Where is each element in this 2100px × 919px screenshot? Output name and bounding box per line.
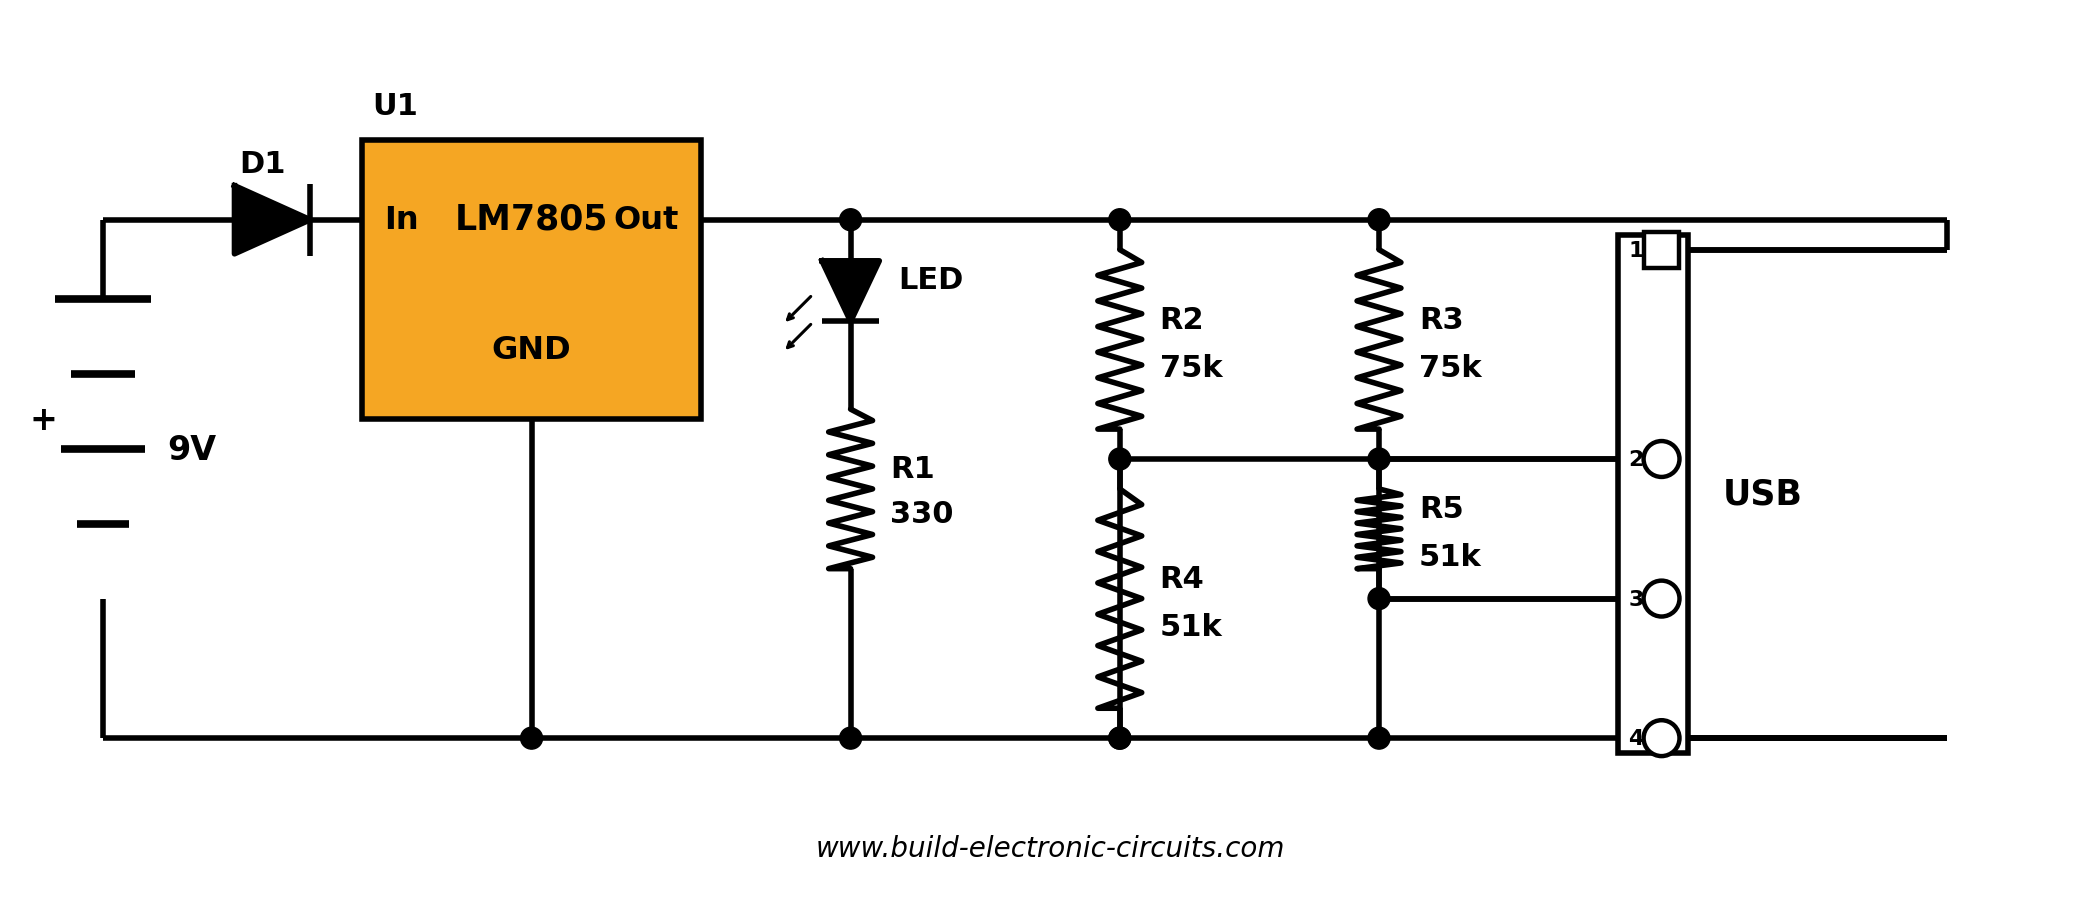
Text: +: + xyxy=(29,403,57,437)
Text: 3: 3 xyxy=(1628,589,1644,609)
Circle shape xyxy=(1367,210,1390,232)
Bar xyxy=(1644,233,1680,268)
Text: R1: R1 xyxy=(890,455,934,484)
Text: U1: U1 xyxy=(372,92,418,121)
Text: In: In xyxy=(384,205,418,236)
Circle shape xyxy=(840,728,861,749)
Bar xyxy=(1619,235,1688,754)
Text: D1: D1 xyxy=(239,150,286,178)
Polygon shape xyxy=(235,187,311,255)
Circle shape xyxy=(1367,728,1390,749)
Text: USB: USB xyxy=(1722,477,1804,511)
Bar xyxy=(361,141,701,420)
Text: Out: Out xyxy=(613,205,678,236)
Text: 51k: 51k xyxy=(1420,542,1483,572)
Text: 9V: 9V xyxy=(168,433,216,466)
Text: 4: 4 xyxy=(1628,729,1644,748)
Text: 2: 2 xyxy=(1628,449,1644,470)
Text: 51k: 51k xyxy=(1159,612,1222,641)
Text: LM7805: LM7805 xyxy=(456,202,609,236)
Circle shape xyxy=(1367,588,1390,610)
Circle shape xyxy=(521,728,542,749)
Circle shape xyxy=(1644,441,1680,478)
Text: 1: 1 xyxy=(1628,241,1644,260)
Text: R5: R5 xyxy=(1420,494,1464,524)
Circle shape xyxy=(1644,720,1680,756)
Circle shape xyxy=(1109,210,1130,232)
Text: R2: R2 xyxy=(1159,306,1203,335)
Circle shape xyxy=(1109,728,1130,749)
Text: R4: R4 xyxy=(1159,564,1205,594)
Text: 75k: 75k xyxy=(1420,354,1480,382)
Text: 75k: 75k xyxy=(1159,354,1222,382)
Text: GND: GND xyxy=(491,335,571,366)
Circle shape xyxy=(1109,448,1130,471)
Text: www.build-electronic-circuits.com: www.build-electronic-circuits.com xyxy=(815,834,1285,862)
Circle shape xyxy=(1644,581,1680,617)
Circle shape xyxy=(840,210,861,232)
Text: 330: 330 xyxy=(890,500,953,528)
Text: LED: LED xyxy=(899,266,964,295)
Polygon shape xyxy=(821,262,880,322)
Text: R3: R3 xyxy=(1420,306,1464,335)
Circle shape xyxy=(1367,448,1390,471)
Circle shape xyxy=(1109,728,1130,749)
